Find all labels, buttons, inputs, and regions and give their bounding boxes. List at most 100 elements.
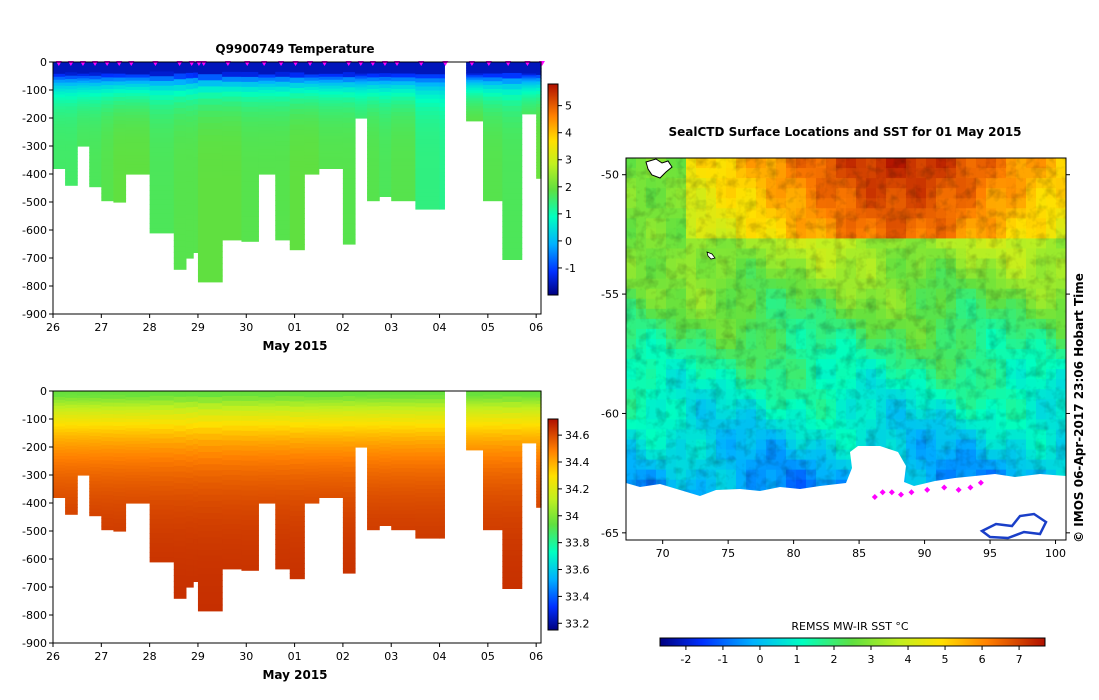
salinity-colorbar	[547, 418, 559, 631]
section-cell	[415, 127, 441, 133]
section-cell	[125, 142, 151, 147]
section-cell	[289, 391, 305, 397]
section-cell	[53, 91, 66, 96]
section-cell	[391, 62, 416, 67]
section-cell	[193, 470, 199, 477]
section-cell	[379, 136, 392, 141]
section-cell	[318, 88, 344, 93]
section-cell	[304, 152, 320, 156]
section-cell	[367, 514, 380, 519]
section-cell	[289, 463, 305, 470]
section-cell	[185, 203, 194, 210]
section-cell	[113, 93, 127, 98]
section-cell	[77, 132, 90, 135]
section-cell	[89, 404, 102, 409]
section-cell	[241, 505, 259, 512]
section-cell	[222, 200, 243, 206]
section-cell	[304, 453, 320, 457]
section-cell	[125, 74, 151, 79]
section-cell	[185, 111, 194, 118]
section-cell	[65, 133, 78, 138]
section-cell	[101, 414, 114, 419]
section-cell	[193, 178, 199, 185]
section-cell	[53, 476, 66, 481]
section-cell	[101, 456, 114, 461]
colorbar-tick-label: 33.8	[565, 537, 590, 550]
section-cell	[258, 118, 276, 122]
section-cell	[379, 495, 392, 500]
section-cell	[415, 196, 441, 202]
section-cell	[173, 402, 187, 409]
section-cell	[275, 450, 291, 456]
section-cell	[342, 77, 356, 83]
section-cell	[379, 432, 392, 437]
section-cell	[258, 65, 276, 69]
section-cell	[466, 114, 484, 117]
section-cell	[65, 425, 78, 430]
temperature-y-axis: 0-100-200-300-400-500-600-700-800-900	[22, 56, 53, 321]
section-cell	[536, 68, 542, 73]
section-cell	[521, 108, 537, 111]
section-cell	[193, 114, 199, 121]
section-cell	[367, 398, 380, 404]
section-cell	[77, 468, 90, 471]
section-cell	[354, 86, 368, 90]
section-cell	[222, 450, 243, 456]
section-cell	[502, 451, 523, 458]
section-cell	[241, 510, 259, 517]
section-cell	[304, 450, 320, 454]
heard-island	[706, 251, 716, 260]
section-cell	[318, 464, 344, 469]
section-cell	[77, 134, 90, 138]
section-cell	[502, 248, 523, 255]
y-tick-label: -900	[22, 637, 47, 650]
section-cell	[483, 96, 503, 102]
section-cell	[536, 165, 542, 170]
section-cell	[101, 96, 114, 102]
section-cell	[241, 540, 259, 546]
section-cell	[77, 440, 90, 443]
section-cell	[193, 412, 199, 419]
section-cell	[241, 545, 259, 551]
section-cell	[173, 257, 187, 265]
section-cell	[289, 192, 305, 199]
section-cell	[89, 79, 102, 84]
section-cell	[89, 408, 102, 413]
section-cell	[342, 411, 356, 417]
section-cell	[289, 67, 305, 74]
section-cell	[521, 405, 537, 408]
lat-tick-label: -65	[601, 527, 619, 540]
section-cell	[289, 62, 305, 68]
section-cell	[439, 484, 445, 490]
section-cell	[536, 452, 542, 457]
section-cell	[536, 439, 542, 444]
section-cell	[173, 188, 187, 195]
section-cell	[502, 473, 523, 480]
section-cell	[415, 131, 441, 137]
section-cell	[466, 76, 484, 79]
section-cell	[241, 121, 259, 128]
section-cell	[342, 416, 356, 422]
section-cell	[222, 425, 243, 432]
section-cell	[289, 484, 305, 491]
section-cell	[101, 402, 114, 407]
section-cell	[439, 423, 445, 429]
section-cell	[222, 489, 243, 496]
section-cell	[149, 495, 175, 501]
section-cell	[379, 147, 392, 153]
section-cell	[483, 108, 503, 113]
section-cell	[391, 518, 416, 523]
section-cell	[258, 170, 276, 175]
section-cell	[521, 411, 537, 414]
section-cell	[77, 414, 90, 418]
section-cell	[222, 553, 243, 560]
section-cell	[391, 448, 416, 454]
section-cell	[304, 96, 320, 100]
section-cell	[289, 197, 305, 204]
section-cell	[185, 489, 194, 496]
section-cell	[483, 394, 503, 400]
section-cell	[342, 562, 356, 569]
section-cell	[241, 485, 259, 492]
section-cell	[241, 560, 259, 566]
